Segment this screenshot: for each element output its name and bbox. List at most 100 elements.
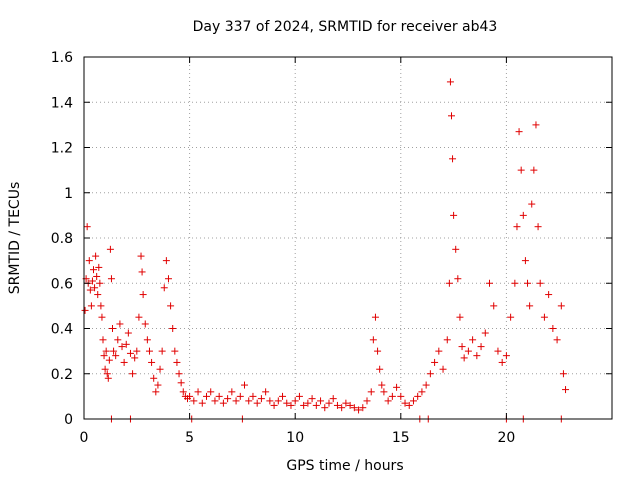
data-point xyxy=(464,347,472,355)
y-tick-label: 1 xyxy=(64,186,73,202)
data-point xyxy=(494,347,502,355)
data-point xyxy=(135,313,143,321)
x-tick-label: 15 xyxy=(392,430,410,446)
data-point xyxy=(266,397,274,405)
data-point xyxy=(219,399,227,407)
y-tick-label: 0.8 xyxy=(51,231,73,247)
data-point xyxy=(439,365,447,373)
data-point xyxy=(454,275,462,283)
data-point xyxy=(120,358,128,366)
data-point xyxy=(449,155,457,163)
data-point xyxy=(99,336,107,344)
data-point xyxy=(232,397,240,405)
data-point xyxy=(540,313,548,321)
data-point xyxy=(445,279,453,287)
x-tick-label: 10 xyxy=(286,430,304,446)
data-point xyxy=(126,349,134,357)
data-point xyxy=(545,291,553,299)
data-point xyxy=(118,343,126,351)
data-point xyxy=(224,395,232,403)
data-point xyxy=(460,354,468,362)
data-point xyxy=(88,277,96,285)
y-tick-label: 1.2 xyxy=(51,141,73,157)
data-point xyxy=(194,388,202,396)
data-point xyxy=(380,388,388,396)
x-axis: 0 5 10 15 20 xyxy=(80,57,515,446)
data-point xyxy=(450,211,458,219)
data-point xyxy=(87,302,95,310)
data-point xyxy=(270,401,278,409)
data-point xyxy=(245,397,253,405)
data-point xyxy=(92,252,100,260)
data-point xyxy=(304,399,312,407)
data-point xyxy=(211,397,219,405)
data-point xyxy=(190,397,198,405)
data-point xyxy=(96,279,104,287)
data-point xyxy=(446,78,454,86)
data-point xyxy=(162,257,170,265)
data-point xyxy=(154,381,162,389)
data-point xyxy=(443,336,451,344)
data-point xyxy=(279,392,287,400)
x-tick-label: 0 xyxy=(80,430,89,446)
data-point xyxy=(553,336,561,344)
data-point xyxy=(498,358,506,366)
data-point xyxy=(104,374,112,382)
data-point xyxy=(124,329,132,337)
data-point xyxy=(321,404,329,412)
data-point xyxy=(300,401,308,409)
data-point xyxy=(325,399,333,407)
data-point xyxy=(452,245,460,253)
data-point xyxy=(83,223,91,231)
data-point xyxy=(94,291,102,299)
data-point xyxy=(350,404,358,412)
grid xyxy=(84,57,612,419)
data-point xyxy=(549,325,557,332)
y-tick-label: 1.4 xyxy=(51,95,73,111)
data-point xyxy=(228,388,236,396)
data-point xyxy=(559,370,567,378)
data-point xyxy=(215,392,223,400)
data-point xyxy=(129,370,137,378)
data-point xyxy=(90,266,98,274)
data-point xyxy=(274,397,282,405)
data-point xyxy=(236,392,244,400)
data-point xyxy=(179,388,187,396)
data-point xyxy=(458,343,466,351)
data-point xyxy=(513,223,521,231)
chart-title: Day 337 of 2024, SRMTID for receiver ab4… xyxy=(193,19,498,35)
data-point xyxy=(490,302,498,310)
data-point xyxy=(177,379,185,387)
data-point xyxy=(137,252,145,260)
data-point xyxy=(519,211,527,219)
x-tick-label: 5 xyxy=(185,430,194,446)
data-point xyxy=(409,397,417,405)
data-point xyxy=(502,352,510,360)
y-tick-label: 0 xyxy=(64,412,73,428)
y-tick-label: 0.4 xyxy=(51,322,73,338)
data-point xyxy=(131,354,139,362)
data-point xyxy=(414,392,422,400)
data-point xyxy=(426,370,434,378)
y-tick-label: 1.6 xyxy=(51,50,73,66)
y-axis: 0 0.2 0.4 0.6 0.8 1 1.2 1.4 1.6 xyxy=(51,50,612,428)
data-point xyxy=(102,347,110,355)
data-point xyxy=(532,121,540,129)
data-point xyxy=(186,392,194,400)
y-axis-title: SRMTID / TECUs xyxy=(7,182,23,295)
data-point xyxy=(422,381,430,389)
data-point xyxy=(371,313,379,321)
data-point xyxy=(469,336,477,344)
data-point xyxy=(486,279,494,287)
data-point xyxy=(167,302,175,310)
data-point xyxy=(138,268,146,276)
data-point xyxy=(97,302,105,310)
data-point xyxy=(257,395,265,403)
data-point xyxy=(405,401,413,409)
data-point xyxy=(145,347,153,355)
data-point xyxy=(253,399,261,407)
data-point xyxy=(207,388,215,396)
data-point xyxy=(283,399,291,407)
data-point xyxy=(86,286,94,294)
data-point xyxy=(530,166,538,174)
